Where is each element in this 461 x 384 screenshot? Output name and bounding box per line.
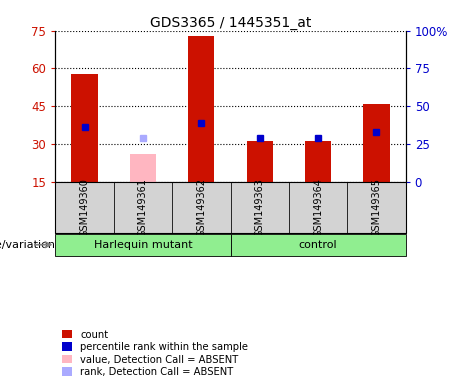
Bar [114, 182, 172, 233]
Bar [55, 182, 114, 233]
Bar [230, 234, 406, 256]
Bar [188, 36, 214, 182]
Text: GSM149364: GSM149364 [313, 178, 323, 237]
Bar [247, 141, 273, 182]
Bar [230, 182, 289, 233]
Text: GSM149363: GSM149363 [254, 178, 265, 237]
Text: genotype/variation: genotype/variation [0, 240, 55, 250]
Bar [305, 141, 331, 182]
Bar [347, 182, 406, 233]
Bar [172, 182, 230, 233]
Bar [55, 234, 230, 256]
Text: GSM149362: GSM149362 [196, 178, 207, 237]
Text: GSM149360: GSM149360 [79, 178, 89, 237]
Bar [71, 73, 98, 182]
Legend: count, percentile rank within the sample, value, Detection Call = ABSENT, rank, : count, percentile rank within the sample… [60, 328, 250, 379]
Text: GSM149361: GSM149361 [138, 178, 148, 237]
Text: control: control [299, 240, 337, 250]
Bar [130, 154, 156, 182]
Bar [363, 104, 390, 182]
Text: Harlequin mutant: Harlequin mutant [94, 240, 192, 250]
Text: GSM149365: GSM149365 [372, 178, 382, 237]
Bar [289, 182, 347, 233]
Title: GDS3365 / 1445351_at: GDS3365 / 1445351_at [150, 16, 311, 30]
